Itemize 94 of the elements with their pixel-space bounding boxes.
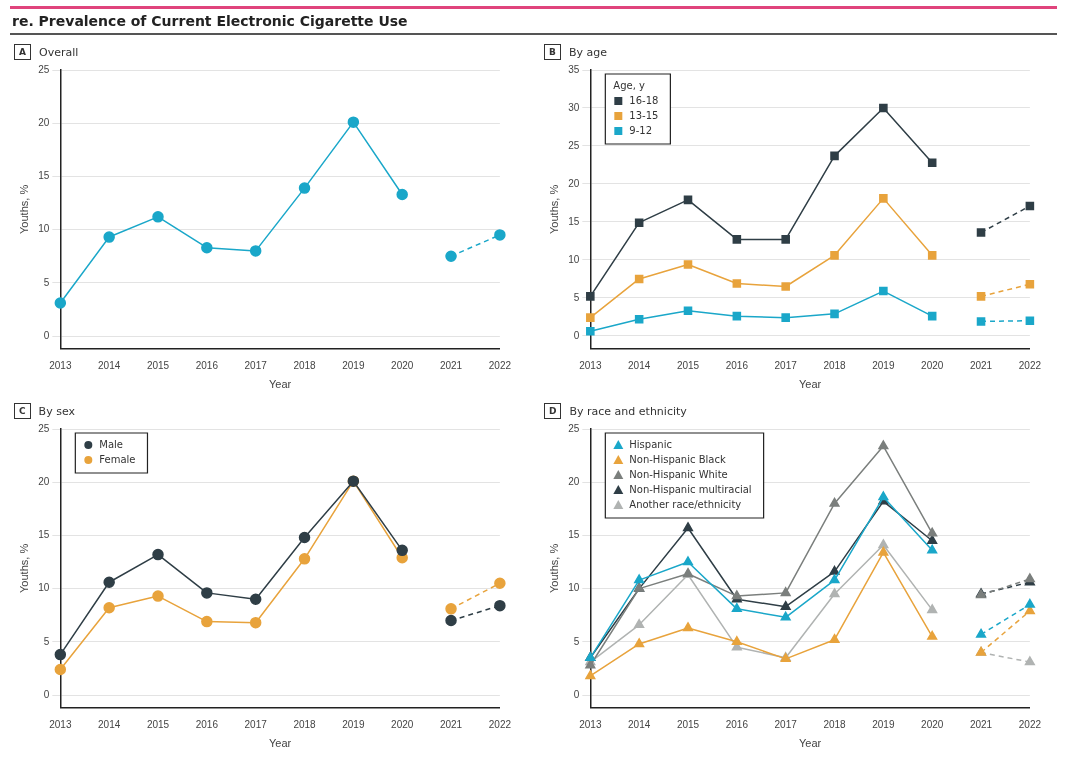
text: D (544, 403, 562, 419)
legend-label: 16-18 (629, 94, 659, 106)
x-tick-label: 2015 (676, 359, 700, 371)
y-tick-label: 0 (573, 329, 580, 341)
y-tick-label: 5 (43, 276, 50, 288)
y-tick-label: 15 (38, 170, 50, 182)
x-tick-label: 2022 (1018, 359, 1042, 371)
text: C (14, 403, 31, 419)
x-tick-label: 2015 (146, 718, 170, 730)
y-tick-label: 15 (38, 529, 50, 541)
x-tick-label: 2014 (98, 718, 121, 730)
y-tick-label: 25 (568, 422, 580, 434)
y-tick-label: 15 (568, 215, 580, 227)
x-tick-label: 2020 (391, 359, 414, 371)
chart-title: re. Prevalence of Current Electronic Cigarette Use (10, 6, 1057, 35)
chart-title: By sex (38, 404, 75, 418)
x-tick-label: 2018 (823, 718, 847, 730)
x-axis-title: Year (798, 378, 822, 391)
y-tick-label: 5 (573, 291, 580, 303)
legend-label: Hispanic (629, 438, 672, 450)
y-tick-label: 10 (38, 223, 50, 235)
x-tick-label: 2022 (488, 718, 512, 730)
legend-label: Non-Hispanic Black (629, 453, 726, 465)
x-axis-title: Year (268, 737, 292, 750)
x-axis-title: Year (268, 378, 292, 391)
x-tick-label: 2020 (921, 359, 944, 371)
x-tick-label: 2021 (439, 718, 463, 730)
x-tick-label: 2014 (628, 359, 651, 371)
x-tick-label: 2019 (872, 359, 895, 371)
x-tick-label: 2020 (921, 718, 944, 730)
x-tick-label: 2022 (488, 359, 512, 371)
y-tick-label: 20 (38, 475, 50, 487)
legend-label: 9-12 (629, 124, 653, 136)
x-tick-label: 2021 (439, 359, 463, 371)
y-tick-label: 30 (568, 101, 580, 113)
legend-label: Non-Hispanic White (629, 468, 728, 480)
x-tick-label: 2013 (49, 718, 72, 730)
x-tick-label: 2017 (244, 359, 268, 371)
y-tick-label: 0 (573, 688, 580, 700)
y-axis-title: Youths, % (17, 184, 30, 234)
x-tick-label: 2015 (676, 718, 700, 730)
chart-subtitle: Overall (38, 45, 79, 59)
y-tick-label: 10 (568, 253, 580, 265)
y-tick-label: 0 (43, 688, 50, 700)
y-tick-label: 25 (568, 139, 580, 151)
y-tick-label: 25 (38, 422, 50, 434)
y-tick-label: 10 (568, 582, 580, 594)
legend-label: 13-15 (629, 109, 659, 121)
legend-label: Female (99, 453, 136, 465)
x-tick-label: 2021 (969, 359, 993, 371)
legend-label: Another race/ethnicity (629, 498, 742, 510)
y-tick-label: 5 (43, 635, 50, 647)
x-tick-label: 2021 (969, 718, 993, 730)
x-tick-label: 2019 (342, 718, 365, 730)
x-tick-label: 2016 (725, 359, 749, 371)
x-tick-label: 2014 (628, 718, 651, 730)
x-tick-label: 2019 (872, 718, 895, 730)
x-tick-label: 2017 (774, 718, 798, 730)
x-tick-label: 2020 (391, 718, 414, 730)
legend-label: Male (99, 438, 124, 450)
y-tick-label: 20 (568, 475, 580, 487)
y-tick-label: 0 (43, 329, 50, 341)
x-tick-label: 2016 (725, 718, 749, 730)
text: B (544, 44, 561, 60)
x-tick-label: 2015 (146, 359, 170, 371)
x-tick-label: 2016 (195, 718, 219, 730)
y-tick-label: 35 (568, 63, 580, 75)
chart-title: By race and ethnicity (569, 404, 687, 418)
y-tick-label: 20 (568, 177, 580, 189)
legend-title: Age, y (613, 79, 646, 91)
chart-title: By age (568, 45, 607, 59)
x-tick-label: 2017 (774, 359, 798, 371)
legend-label: Non-Hispanic multiracial (629, 483, 752, 495)
x-tick-label: 2014 (98, 359, 121, 371)
x-tick-label: 2013 (579, 359, 602, 371)
y-axis-title: Youths, % (17, 543, 30, 593)
x-tick-label: 2018 (823, 359, 847, 371)
y-tick-label: 5 (573, 635, 580, 647)
y-axis-title: Youths, % (547, 184, 560, 234)
y-axis-title: Youths, % (547, 543, 560, 593)
y-tick-label: 20 (38, 116, 50, 128)
x-tick-label: 2018 (293, 359, 317, 371)
text: A (14, 44, 31, 60)
x-tick-label: 2013 (49, 359, 72, 371)
y-tick-label: 15 (568, 529, 580, 541)
x-tick-label: 2013 (579, 718, 602, 730)
y-tick-label: 10 (38, 582, 50, 594)
x-tick-label: 2022 (1018, 718, 1042, 730)
x-tick-label: 2019 (342, 359, 365, 371)
x-tick-label: 2016 (195, 359, 219, 371)
x-tick-label: 2017 (244, 718, 268, 730)
x-axis-title: Year (798, 737, 822, 750)
y-tick-label: 25 (38, 63, 50, 75)
x-tick-label: 2018 (293, 718, 317, 730)
